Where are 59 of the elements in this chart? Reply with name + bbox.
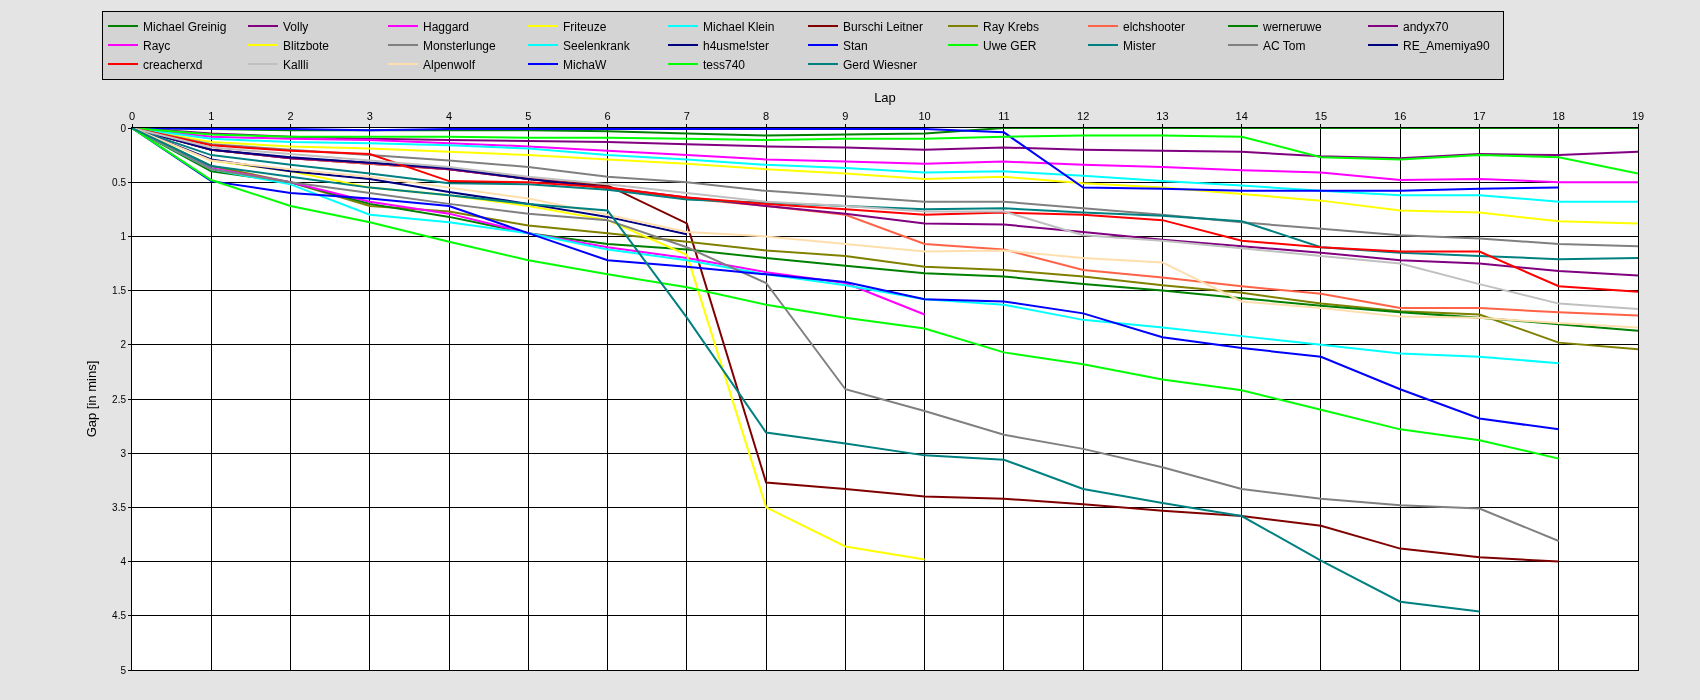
x-tick-label: 2 (287, 109, 294, 122)
legend-label: Burschi Leitner (843, 19, 924, 34)
legend-label: Monsterlunge (423, 38, 497, 53)
legend-label: Volly (283, 19, 309, 34)
x-tick-label: 5 (525, 109, 532, 122)
y-tick-label: 2 (120, 339, 127, 351)
legend-label: Kallli (283, 57, 309, 72)
x-tick-label: 8 (763, 109, 770, 122)
legend-label: Alpenwolf (423, 57, 476, 72)
x-tick-label: 16 (1394, 109, 1407, 122)
legend-label: tess740 (703, 57, 746, 72)
x-tick-label: 1 (208, 109, 215, 122)
x-tick-label: 3 (366, 109, 373, 122)
x-tick-label: 4 (445, 109, 453, 122)
legend-label: werneruwe (1262, 19, 1323, 34)
legend-label: andyx70 (1403, 19, 1449, 34)
y-tick-label: 4 (120, 556, 127, 568)
x-tick-label: 10 (918, 109, 931, 122)
y-tick-label: 2.5 (112, 393, 127, 405)
y-axis-title: Gap [in mins] (84, 360, 100, 438)
y-tick-label: 0.5 (112, 176, 127, 188)
x-tick-label: 17 (1473, 109, 1486, 122)
legend-label: Gerd Wiesner (843, 57, 918, 72)
y-tick-label: 3.5 (112, 501, 127, 513)
y-tick-label: 5 (120, 664, 127, 676)
legend-label: Michael Klein (703, 19, 775, 34)
legend-label: RE_Amemiya90 (1403, 38, 1491, 53)
y-tick-label: 4.5 (112, 610, 127, 622)
x-tick-label: 14 (1235, 109, 1248, 122)
x-tick-label: 12 (1077, 109, 1090, 122)
legend-label: Rayc (143, 38, 171, 53)
legend-label: Mister (1123, 38, 1156, 53)
y-tick-label: 1.5 (112, 285, 127, 297)
legend-label: AC Tom (1263, 38, 1306, 53)
legend-label: elchshooter (1123, 19, 1186, 34)
legend-label: Friteuze (563, 19, 607, 34)
legend-label: Haggard (423, 19, 470, 34)
x-tick-label: 18 (1552, 109, 1565, 122)
x-tick-label: 15 (1314, 109, 1328, 122)
legend-label: h4usme!ster (703, 38, 770, 53)
legend-label: Michael Greinig (143, 19, 227, 34)
legend-label: Seelenkrank (563, 38, 631, 53)
legend-label: MichaW (563, 57, 608, 72)
y-tick-label: 3 (120, 447, 127, 459)
legend-label: Ray Krebs (983, 19, 1040, 34)
x-tick-label: 13 (1156, 109, 1169, 122)
y-tick-label: 1 (120, 230, 127, 242)
legend-label: Stan (843, 38, 868, 53)
x-tick-label: 9 (842, 109, 849, 122)
x-axis-title: Lap (874, 89, 896, 105)
y-tick-label: 0 (120, 122, 127, 134)
legend-label: Uwe GER (983, 38, 1037, 53)
x-tick-label: 19 (1631, 109, 1645, 122)
x-tick-label: 11 (998, 109, 1010, 122)
x-tick-label: 6 (604, 109, 611, 122)
x-tick-label: 0 (128, 109, 136, 122)
legend-label: Blitzbote (283, 38, 330, 53)
legend-label: creacherxd (143, 57, 203, 72)
x-tick-label: 7 (683, 109, 690, 122)
